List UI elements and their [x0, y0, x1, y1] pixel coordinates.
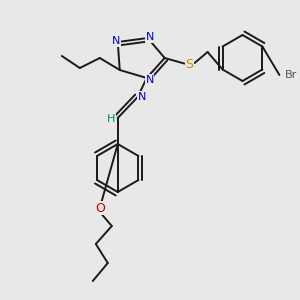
Text: S: S [186, 58, 194, 71]
Text: Br: Br [284, 70, 297, 80]
Text: O: O [95, 202, 105, 214]
Text: N: N [146, 75, 154, 85]
Text: H: H [106, 114, 115, 124]
Text: N: N [146, 32, 154, 42]
Text: N: N [137, 92, 146, 102]
Text: N: N [112, 36, 120, 46]
